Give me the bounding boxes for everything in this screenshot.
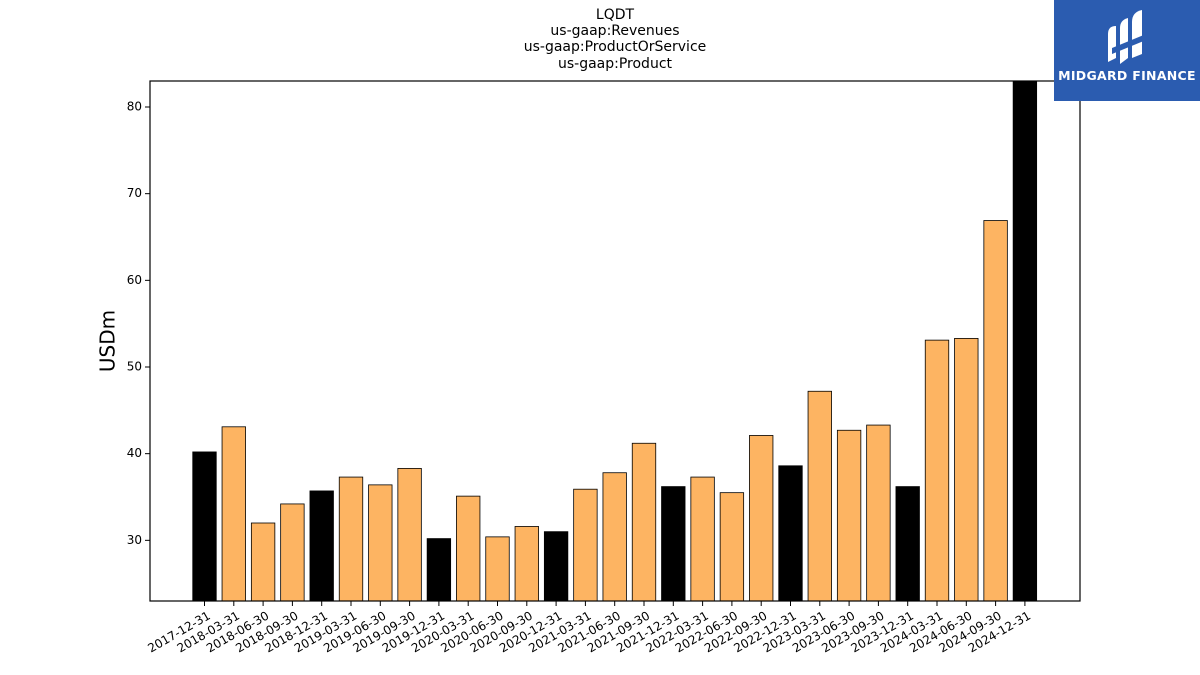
bar-2024-12-31 [1012, 80, 1038, 602]
bar-2024-09-30 [983, 220, 1008, 602]
bar-2024-03-31 [924, 339, 950, 602]
bar-2022-03-31 [690, 476, 715, 602]
chart-title-line-1: LQDT [595, 7, 635, 23]
y-axis: 30 40 50 60 70 80 [127, 100, 150, 547]
bar-2021-12-31 [661, 486, 686, 602]
midgard-logo-icon [1108, 10, 1146, 64]
bar-2021-03-31 [573, 488, 598, 602]
y-tick-label: 70 [127, 186, 142, 200]
y-tick-label: 60 [127, 273, 142, 287]
bars-group [192, 80, 1038, 602]
bar-2019-12-31 [426, 538, 452, 602]
bar-2023-06-30 [836, 429, 862, 602]
bar-2020-09-30 [514, 526, 539, 602]
bar-2020-12-31 [543, 531, 569, 602]
logo-text: MIDGARD FINANCE [1058, 68, 1196, 83]
bar-2024-06-30 [954, 337, 979, 602]
bar-2019-03-31 [338, 476, 364, 602]
bar-2020-06-30 [485, 536, 510, 602]
bar-2019-06-30 [368, 484, 393, 602]
chart-title-line-2: us-gaap:Revenues [550, 23, 680, 39]
bar-2020-03-31 [456, 495, 481, 602]
chart-title-line-3: us-gaap:ProductOrService [523, 39, 707, 55]
y-tick-label: 30 [127, 533, 142, 547]
bar-2023-12-31 [895, 486, 920, 602]
x-axis: 2017-12-312018-03-312018-06-302018-09-30… [145, 601, 1033, 656]
y-tick-label: 40 [127, 446, 142, 460]
chart-title-line-4: us-gaap:Product [557, 56, 673, 72]
bar-2018-03-31 [221, 426, 246, 602]
bar-2018-12-31 [309, 490, 334, 602]
bar-2023-03-31 [807, 390, 832, 602]
bar-2023-09-30 [866, 424, 891, 602]
bar-2021-09-30 [631, 442, 657, 602]
bar-2018-09-30 [280, 503, 305, 602]
y-tick-label: 50 [127, 360, 142, 374]
bar-2022-06-30 [719, 492, 745, 602]
bar-2018-06-30 [250, 522, 276, 602]
bar-2017-12-31 [192, 451, 217, 602]
bar-2022-12-31 [778, 465, 803, 602]
y-tick-label: 80 [127, 100, 142, 114]
bar-2022-09-30 [749, 435, 774, 602]
bar-2019-09-30 [397, 467, 422, 602]
y-axis-label: USDm [96, 310, 120, 372]
midgard-finance-logo: MIDGARD FINANCE [1054, 0, 1200, 101]
bar-2021-06-30 [602, 472, 627, 602]
